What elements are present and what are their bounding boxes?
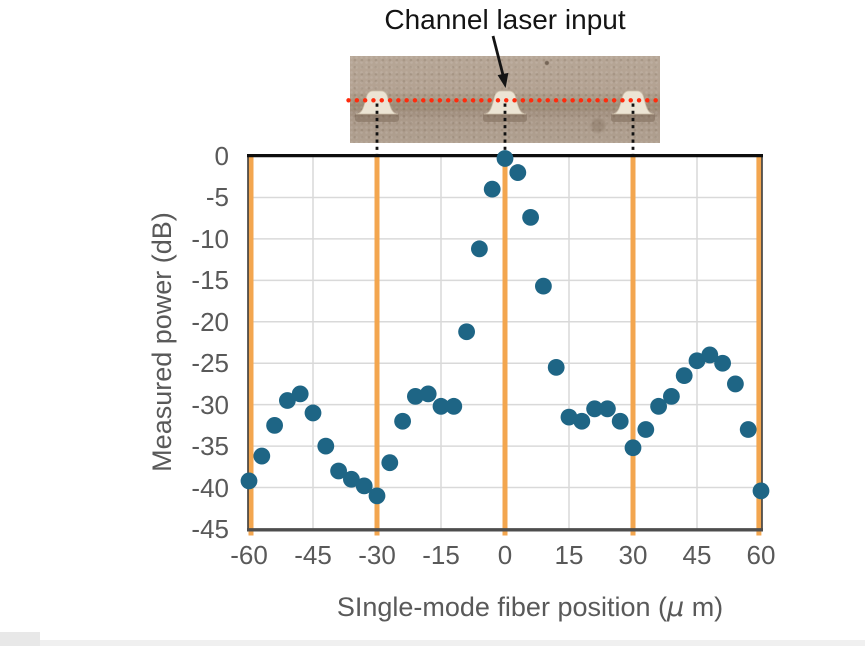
x-tick-label: 60 bbox=[746, 540, 776, 570]
data-point bbox=[752, 482, 770, 500]
x-tick-label: -45 bbox=[294, 540, 332, 570]
channel-photo bbox=[350, 56, 660, 143]
data-point bbox=[279, 392, 296, 409]
data-point bbox=[714, 354, 731, 372]
data-point bbox=[586, 400, 603, 418]
data-point bbox=[727, 375, 744, 393]
x-tick-label: -15 bbox=[422, 540, 460, 570]
x-axis-title: SIngle-mode fiber position (μ m) bbox=[330, 592, 730, 623]
y-tick-label: -20 bbox=[191, 306, 229, 337]
data-point bbox=[663, 387, 680, 405]
y-tick-label: -30 bbox=[191, 389, 229, 420]
x-tick-label: 30 bbox=[618, 540, 648, 570]
data-point bbox=[522, 208, 539, 226]
x-axis-title-unit: m) bbox=[684, 592, 724, 622]
x-axis-title-text: SIngle-mode fiber position ( bbox=[336, 592, 667, 622]
data-point bbox=[432, 397, 450, 415]
x-tick-label: 45 bbox=[682, 540, 712, 570]
data-point bbox=[573, 412, 591, 430]
y-tick-label: -15 bbox=[191, 265, 229, 296]
data-point bbox=[509, 164, 527, 181]
data-point bbox=[458, 323, 475, 341]
data-point bbox=[317, 437, 335, 455]
bottom-strip bbox=[0, 640, 865, 646]
mu-symbol: μ bbox=[667, 592, 685, 623]
data-point bbox=[624, 439, 642, 457]
data-point bbox=[240, 472, 258, 490]
data-point bbox=[330, 462, 347, 480]
data-point bbox=[599, 400, 616, 418]
data-point bbox=[560, 408, 578, 426]
x-tick-label: -30 bbox=[358, 540, 396, 570]
data-point bbox=[688, 352, 706, 370]
data-point bbox=[445, 397, 463, 415]
data-point bbox=[675, 367, 693, 385]
data-point bbox=[394, 412, 411, 430]
annotation-title: Channel laser input bbox=[384, 4, 626, 35]
data-point bbox=[291, 385, 309, 403]
data-point bbox=[471, 240, 488, 258]
data-point bbox=[483, 180, 501, 198]
y-tick-label: 0 bbox=[214, 141, 229, 171]
data-point bbox=[535, 277, 552, 295]
x-tick-label: -60 bbox=[230, 540, 268, 570]
data-point bbox=[407, 387, 424, 405]
data-point bbox=[611, 412, 629, 430]
data-point bbox=[547, 358, 565, 376]
y-tick-label: -5 bbox=[205, 182, 229, 213]
data-point bbox=[304, 404, 322, 422]
data-point bbox=[739, 421, 757, 438]
data-point bbox=[266, 416, 283, 434]
data-point bbox=[253, 447, 271, 465]
data-point bbox=[343, 470, 360, 488]
y-tick-label: -25 bbox=[191, 348, 229, 379]
x-tick-label: 15 bbox=[554, 540, 584, 570]
x-tick-label: 0 bbox=[497, 540, 513, 570]
data-point bbox=[496, 150, 514, 167]
data-point bbox=[381, 454, 399, 472]
data-point bbox=[650, 397, 667, 415]
y-tick-label: -40 bbox=[191, 472, 229, 503]
data-point bbox=[355, 477, 373, 495]
data-point bbox=[701, 346, 719, 364]
y-tick-label: -45 bbox=[191, 514, 229, 544]
bottom-left-strip bbox=[0, 632, 40, 646]
y-tick-label: -35 bbox=[191, 431, 229, 462]
data-point bbox=[637, 421, 655, 438]
data-point bbox=[419, 385, 437, 403]
y-tick-label: -10 bbox=[191, 223, 229, 254]
data-point bbox=[368, 487, 386, 505]
